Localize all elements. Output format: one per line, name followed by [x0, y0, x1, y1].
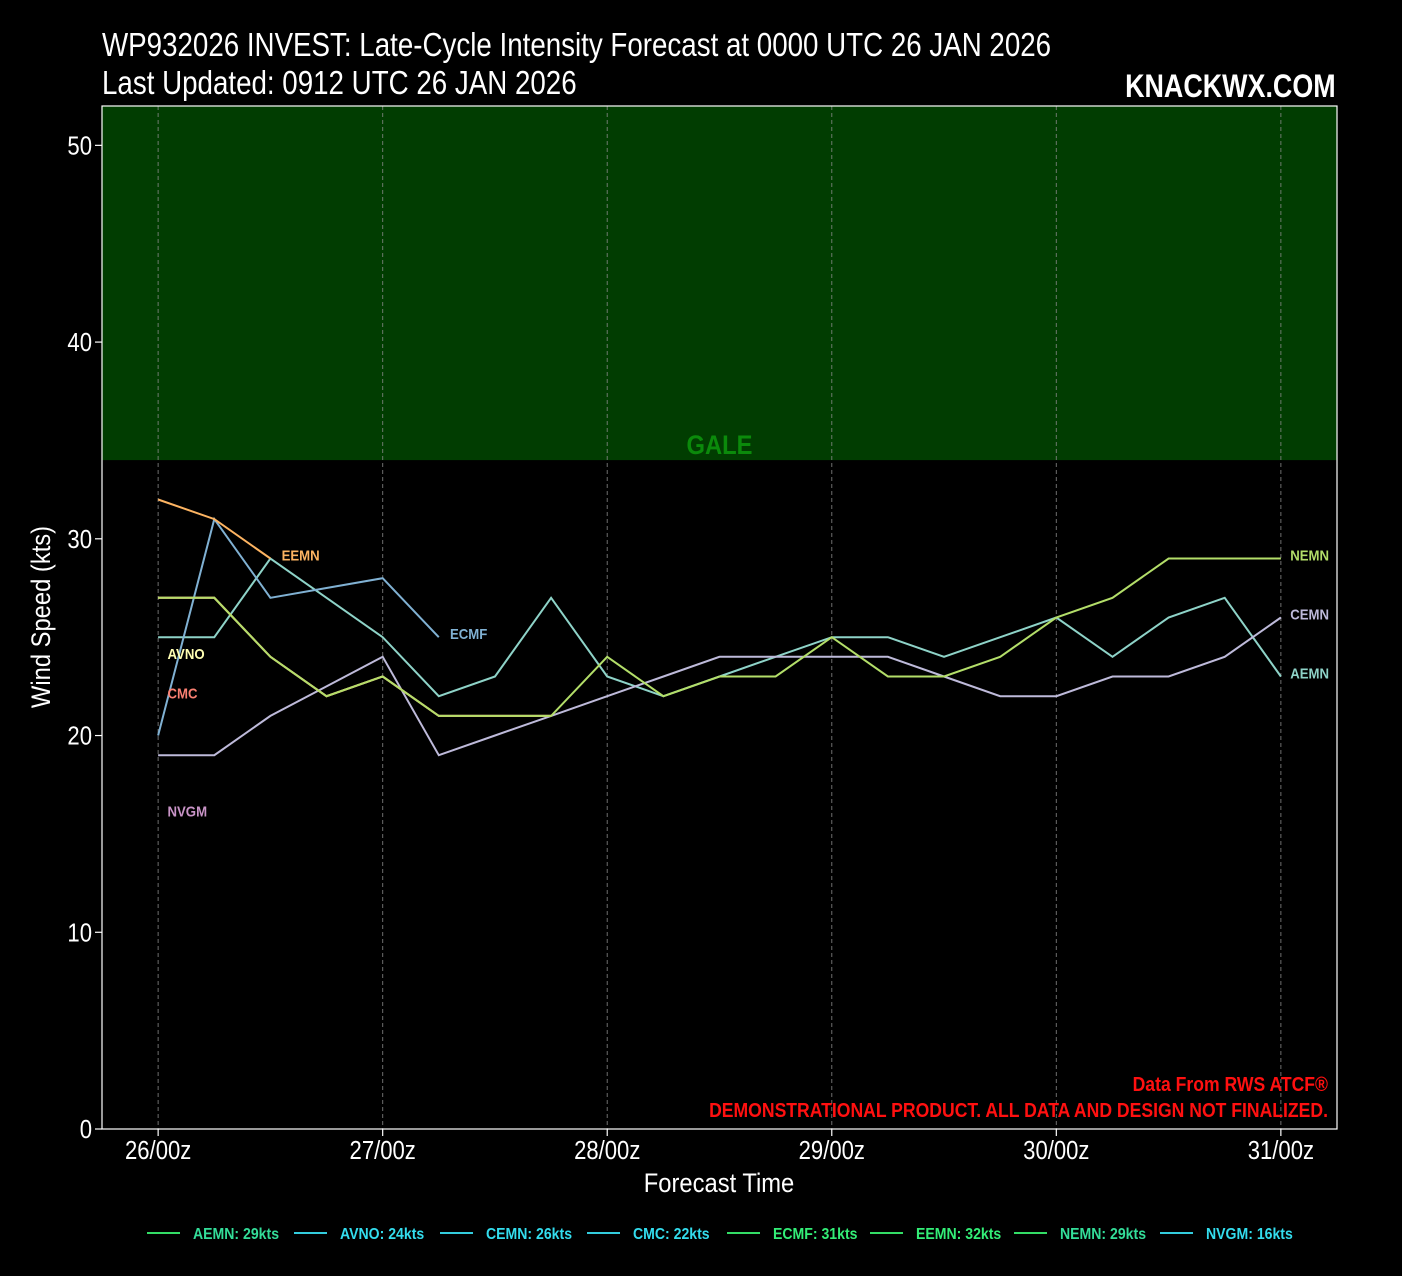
- series-line-ecmf: [157, 516, 440, 736]
- series-label-cmc: CMC: [168, 684, 198, 701]
- gale-band: GALE: [102, 106, 1337, 460]
- legend-label-1: AVNO: 24kts: [340, 1225, 424, 1243]
- series-label-avno: AVNO: [168, 645, 205, 662]
- y-tick-label-5: 50: [67, 132, 92, 161]
- y-tick-label-0: 0: [80, 1115, 92, 1144]
- y-tick-label-2: 20: [67, 722, 92, 751]
- plot-frame: [101, 105, 1338, 1130]
- series-label-nemn: NEMN: [1290, 547, 1329, 564]
- legend-label-6: NEMN: 29kts: [1060, 1225, 1146, 1243]
- gale-band-label: GALE: [687, 431, 753, 461]
- series-end-labels: EEMN ECMF AVNO CMC NVGM NEMN CEMN AEMN: [168, 547, 1330, 820]
- legend-label-2: CEMN: 26kts: [486, 1225, 572, 1243]
- legend-label-5: EEMN: 32kts: [916, 1225, 1001, 1243]
- legend-label-7: NVGM: 16kts: [1206, 1225, 1293, 1243]
- disclaimer-note: DEMONSTRATIONAL PRODUCT. ALL DATA AND DE…: [709, 1099, 1328, 1121]
- y-tick-label-3: 30: [67, 525, 92, 554]
- x-tick-label-3: 29/00z: [799, 1136, 865, 1165]
- series-label-aemn: AEMN: [1290, 665, 1329, 682]
- gale-band-fill: [102, 106, 1337, 461]
- series-label-ecmf: ECMF: [450, 625, 488, 642]
- legend-label-4: ECMF: 31kts: [773, 1225, 857, 1243]
- x-axis-title: Forecast Time: [644, 1169, 794, 1199]
- legend-label-3: CMC: 22kts: [633, 1225, 710, 1243]
- series-line-cemn: [158, 616, 1282, 757]
- chart-subtitle: Last Updated: 0912 UTC 26 JAN 2026: [102, 64, 577, 101]
- series-label-eemn: EEMN: [282, 547, 320, 564]
- series-lines: [157, 498, 1282, 757]
- x-tick-label-0: 26/00z: [125, 1136, 191, 1165]
- axes: 0 10 20 30 40 50 26/00z 27/00z 28/00z 29/00z 30/00…: [67, 105, 1338, 1165]
- y-tick-label-4: 40: [67, 328, 92, 357]
- chart-title: WP932026 INVEST: Late-Cycle Intensity Fo…: [102, 26, 1052, 63]
- series-label-cemn: CEMN: [1290, 606, 1329, 623]
- x-tick-label-5: 31/00z: [1248, 1136, 1314, 1165]
- legend: AEMN: 29kts AVNO: 24kts CEMN: 26kts CMC: 22…: [147, 1225, 1293, 1243]
- series-line-nemn: [158, 557, 1281, 717]
- legend-label-0: AEMN: 29kts: [193, 1225, 279, 1243]
- brand-label: KNACKWX.COM: [1125, 68, 1336, 104]
- y-axis-title: Wind Speed (kts): [27, 526, 57, 708]
- series-line-eemn: [157, 498, 271, 560]
- y-tick-label-1: 10: [67, 919, 92, 948]
- data-source-note: Data From RWS ATCF®: [1133, 1073, 1329, 1095]
- x-tick-label-4: 30/00z: [1023, 1136, 1089, 1165]
- series-label-nvgm: NVGM: [168, 802, 208, 819]
- vertical-grid: [157, 106, 1282, 1129]
- x-tick-label-1: 27/00z: [350, 1136, 416, 1165]
- x-tick-label-2: 28/00z: [574, 1136, 640, 1165]
